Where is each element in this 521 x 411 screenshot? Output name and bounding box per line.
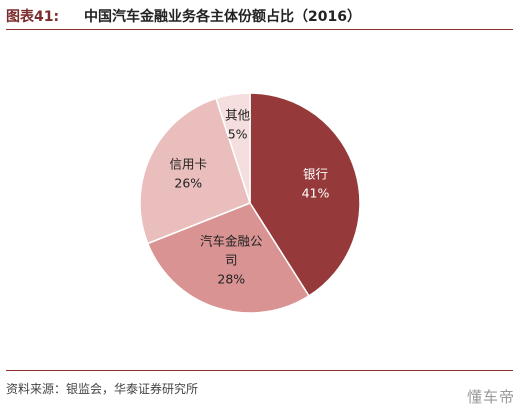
slice-category-label: 司 bbox=[225, 253, 238, 268]
pie-slices bbox=[139, 92, 361, 314]
slice-category-label: 银行 bbox=[303, 166, 328, 181]
source-note: 资料来源：银监会，华泰证券研究所 bbox=[6, 382, 199, 396]
slice-value-label: 28% bbox=[217, 272, 245, 287]
top-rule bbox=[6, 29, 513, 30]
bottom-rule bbox=[6, 370, 513, 371]
figure-header: 图表41: 中国汽车金融业务各主体份额占比（2016） bbox=[6, 4, 513, 28]
figure-label: 图表41: bbox=[6, 9, 60, 25]
pie-slice bbox=[215, 92, 251, 204]
slice-category-label: 信用卡 bbox=[170, 156, 208, 171]
slice-category-label: 其他 bbox=[225, 107, 251, 122]
watermark: 懂车帝 bbox=[466, 388, 515, 406]
pie-slice bbox=[146, 202, 310, 314]
chart-title: 中国汽车金融业务各主体份额占比（2016） bbox=[84, 9, 361, 25]
pie-slice bbox=[139, 97, 251, 245]
slice-value-label: 5% bbox=[228, 126, 248, 141]
slice-category-label: 汽车金融公 bbox=[200, 234, 263, 249]
slice-value-label: 41% bbox=[302, 185, 330, 200]
slice-value-label: 26% bbox=[174, 175, 202, 190]
